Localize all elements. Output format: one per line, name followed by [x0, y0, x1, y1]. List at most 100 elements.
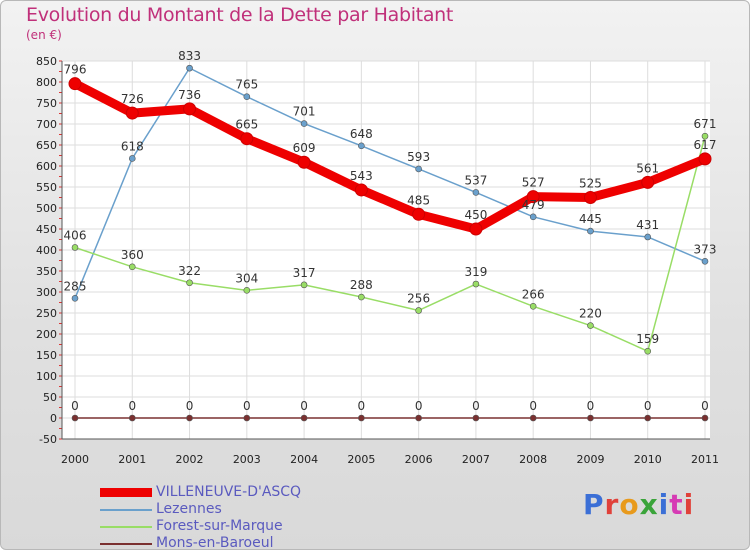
data-label: 445 — [579, 212, 602, 226]
data-point — [583, 191, 597, 204]
data-label: 736 — [178, 88, 201, 102]
legend-item: VILLENEUVE-D'ASCQ — [100, 484, 301, 501]
data-label: 726 — [121, 92, 144, 106]
data-point — [472, 414, 480, 422]
data-label: 671 — [694, 117, 717, 131]
data-point — [128, 263, 136, 271]
series-line — [74, 67, 706, 300]
data-point — [644, 347, 652, 355]
data-point — [701, 414, 709, 422]
y-tick-label: 500 — [36, 202, 57, 215]
data-point — [243, 287, 251, 294]
series-lezennes — [71, 64, 709, 302]
data-point — [243, 414, 251, 422]
data-label: 406 — [64, 228, 87, 242]
x-tick-label: 2008 — [519, 453, 547, 466]
data-point — [415, 307, 422, 314]
data-point — [472, 189, 480, 196]
data-label: 431 — [636, 218, 659, 232]
y-tick-labels: -50 0 50 100 150 200 250 300 350 400 450 500 550 600 6… — [36, 55, 57, 446]
x-tick-labels: 2000 2001 2002 2003 2004 2005 2006 2007 2008 2009… — [61, 453, 719, 466]
data-label: 537 — [464, 173, 487, 187]
data-point — [415, 414, 422, 422]
series-line — [70, 79, 710, 234]
data-label: 701 — [293, 105, 316, 119]
data-point — [354, 183, 368, 197]
data-label: 317 — [293, 266, 316, 280]
data-point — [529, 213, 537, 221]
data-label: 561 — [636, 161, 659, 175]
series-mons-en-baroeul — [71, 414, 709, 422]
data-label: 648 — [350, 127, 373, 141]
series-layer — [68, 64, 712, 422]
data-label: 319 — [464, 265, 487, 279]
data-point — [472, 280, 480, 288]
data-point — [300, 120, 308, 127]
legend-item: Forest-sur-Marque — [100, 518, 301, 535]
data-label: 525 — [579, 177, 602, 191]
logo-letter: r — [604, 488, 620, 521]
data-label: 609 — [293, 141, 316, 155]
data-label: 0 — [358, 399, 366, 413]
series-line — [74, 135, 706, 352]
data-label: 304 — [235, 271, 258, 285]
data-label: 256 — [407, 291, 430, 305]
legend-swatch — [100, 508, 152, 511]
logo-letter: i — [658, 488, 670, 521]
y-tick-label: 150 — [36, 349, 57, 362]
data-point — [415, 165, 422, 173]
data-point — [183, 102, 197, 116]
data-label: 450 — [464, 208, 487, 222]
data-label: 0 — [529, 399, 537, 413]
x-tick-label: 2004 — [290, 453, 318, 466]
data-point — [71, 294, 79, 302]
data-label: 543 — [350, 169, 373, 183]
data-point — [243, 93, 251, 100]
data-point — [71, 414, 79, 422]
legend: VILLENEUVE-D'ASCQ Lezennes Forest-sur-Marq… — [100, 484, 301, 552]
y-tick-label: 250 — [36, 307, 57, 320]
data-label: 373 — [694, 242, 717, 256]
legend-label: VILLENEUVE-D'ASCQ — [156, 484, 302, 500]
x-tick-label: 2005 — [347, 453, 375, 466]
y-tick-label: 100 — [36, 370, 57, 383]
logo-letter: t — [669, 488, 684, 521]
data-point — [412, 207, 426, 221]
data-label: 322 — [178, 264, 201, 278]
x-tick-label: 2011 — [691, 453, 719, 466]
data-label: 0 — [300, 399, 308, 413]
data-label: 288 — [350, 278, 373, 292]
proxiti-logo: Proxiti — [583, 488, 694, 521]
data-point — [529, 414, 537, 422]
data-label: 0 — [472, 399, 480, 413]
x-tick-label: 2007 — [462, 453, 490, 466]
y-tick-label: 0 — [50, 412, 57, 425]
data-label: 618 — [121, 139, 144, 153]
data-point — [587, 227, 594, 235]
data-point — [128, 155, 136, 162]
legend-item: Lezennes — [100, 501, 301, 518]
y-tick-label: 650 — [36, 139, 57, 152]
data-point — [358, 414, 365, 422]
x-tick-label: 2002 — [176, 453, 204, 466]
series-villeneuve-d-ascq — [68, 77, 712, 236]
x-tick-label: 2010 — [634, 453, 662, 466]
x-tick-label: 2009 — [576, 453, 604, 466]
data-point — [587, 322, 594, 329]
legend-swatch — [100, 488, 152, 497]
data-point — [186, 414, 193, 422]
data-point — [644, 414, 652, 422]
data-point — [526, 190, 540, 204]
logo-letter: i — [683, 488, 695, 521]
data-label: 796 — [64, 63, 87, 77]
x-tick-label: 2000 — [61, 453, 89, 466]
data-point — [469, 222, 483, 236]
data-point — [300, 281, 308, 289]
data-point — [644, 233, 652, 241]
series-forest-sur-marque — [71, 132, 709, 355]
chart-unit: (en €) — [26, 28, 62, 42]
data-label: 0 — [587, 399, 595, 413]
data-label: 159 — [636, 332, 659, 346]
y-tick-label: 200 — [36, 328, 57, 341]
data-label: 479 — [522, 198, 545, 212]
